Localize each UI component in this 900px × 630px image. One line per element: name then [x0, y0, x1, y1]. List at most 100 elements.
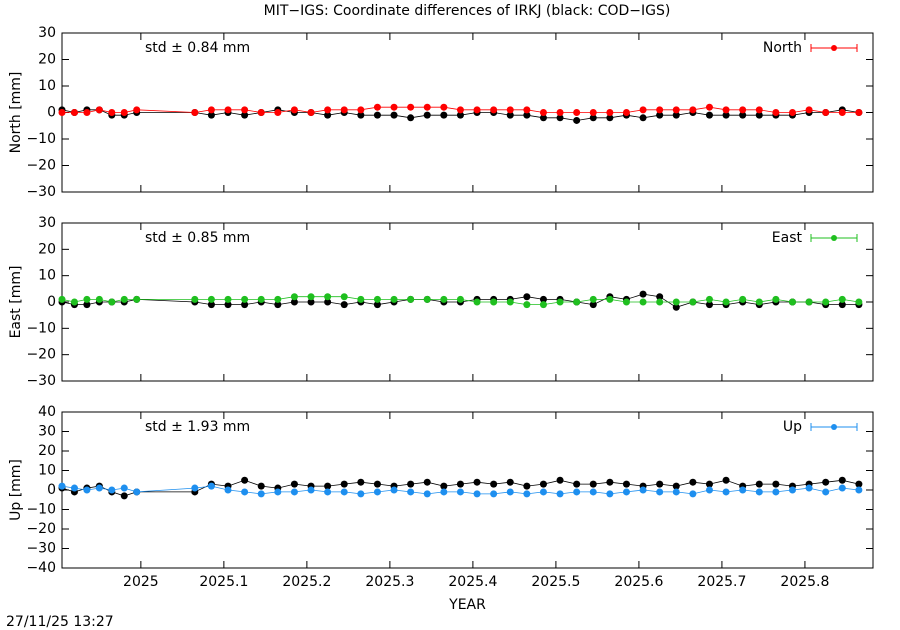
data-point: [639, 298, 647, 306]
data-point: [340, 293, 348, 301]
data-point: [656, 298, 664, 306]
y-tick-label: 30: [38, 424, 56, 440]
data-point: [822, 109, 830, 116]
data-point: [340, 106, 348, 114]
data-point: [490, 490, 498, 498]
x-tick-label: 2025.8: [780, 574, 829, 590]
data-point: [290, 298, 298, 306]
data-point: [473, 478, 481, 486]
data-point: [241, 295, 249, 303]
data-point: [639, 486, 647, 494]
annotation: std ± 0.84 mm: [145, 40, 250, 56]
data-point: [423, 478, 431, 486]
data-point: [373, 480, 381, 488]
data-point: [573, 298, 581, 306]
y-tick-label: 20: [38, 52, 56, 68]
data-point: [689, 478, 697, 486]
data-point: [324, 293, 332, 301]
data-point: [523, 301, 531, 309]
data-point: [606, 114, 614, 122]
data-point: [340, 488, 348, 496]
y-tick-label: −10: [26, 131, 56, 147]
data-point: [373, 295, 381, 303]
data-point: [373, 301, 381, 309]
data-point: [390, 111, 398, 119]
data-point: [506, 111, 514, 119]
data-point: [672, 298, 680, 306]
data-point: [622, 488, 630, 496]
data-point: [755, 480, 763, 488]
data-point: [274, 301, 282, 309]
data-point: [539, 295, 547, 303]
data-point: [324, 488, 332, 496]
data-point: [70, 484, 78, 492]
data-point: [257, 490, 265, 498]
data-point: [241, 111, 249, 119]
data-point: [672, 303, 680, 311]
legend-marker: [831, 45, 837, 51]
y-tick-label: −30: [26, 184, 56, 200]
data-point: [606, 109, 614, 116]
data-point: [622, 109, 630, 116]
y-tick-label: 20: [38, 241, 56, 257]
y-tick-label: −10: [26, 502, 56, 518]
x-tick-label: 2025.4: [448, 574, 497, 590]
data-point: [307, 298, 315, 306]
data-point: [58, 295, 66, 303]
data-point: [191, 295, 199, 303]
data-point: [523, 482, 531, 490]
plot-frame: [61, 222, 874, 382]
legend-label: North: [763, 40, 802, 56]
data-point: [324, 482, 332, 490]
y-tick-label: −20: [26, 347, 56, 363]
data-point: [423, 103, 431, 111]
data-point: [855, 298, 863, 306]
data-point: [456, 111, 464, 119]
data-point: [241, 476, 249, 484]
y-axis-label: East [mm]: [8, 266, 24, 339]
data-point: [307, 486, 315, 494]
y-axis-label: Up [mm]: [8, 459, 24, 521]
data-point: [241, 106, 249, 114]
data-point: [755, 298, 763, 306]
data-point: [506, 298, 514, 306]
data-point: [722, 111, 730, 119]
data-point: [207, 482, 215, 490]
y-tick-label: 30: [38, 25, 56, 41]
data-point: [324, 298, 332, 306]
y-tick-label: −30: [26, 541, 56, 557]
data-point: [120, 295, 128, 303]
data-point: [440, 488, 448, 496]
data-point: [705, 295, 713, 303]
data-point: [241, 301, 249, 309]
data-point: [755, 111, 763, 119]
data-point: [589, 114, 597, 122]
data-point: [523, 293, 531, 301]
x-tick-label: 2025.2: [282, 574, 331, 590]
data-point: [207, 106, 215, 114]
data-point: [490, 480, 498, 488]
data-point: [772, 480, 780, 488]
data-point: [705, 103, 713, 111]
x-tick-label: 2025.7: [697, 574, 746, 590]
data-point: [207, 295, 215, 303]
data-point: [224, 301, 232, 309]
data-point: [788, 298, 796, 306]
data-point: [822, 488, 830, 496]
data-point: [407, 488, 415, 496]
data-point: [473, 298, 481, 306]
timestamp: 27/11/25 13:27: [6, 614, 114, 630]
data-point: [855, 486, 863, 494]
data-point: [133, 106, 141, 114]
data-point: [133, 488, 141, 496]
data-point: [456, 480, 464, 488]
data-point: [207, 301, 215, 309]
data-point: [390, 486, 398, 494]
data-point: [290, 480, 298, 488]
data-point: [589, 301, 597, 309]
data-point: [539, 301, 547, 309]
data-point: [83, 301, 91, 309]
data-point: [639, 114, 647, 122]
data-point: [473, 106, 481, 114]
data-point: [739, 106, 747, 114]
